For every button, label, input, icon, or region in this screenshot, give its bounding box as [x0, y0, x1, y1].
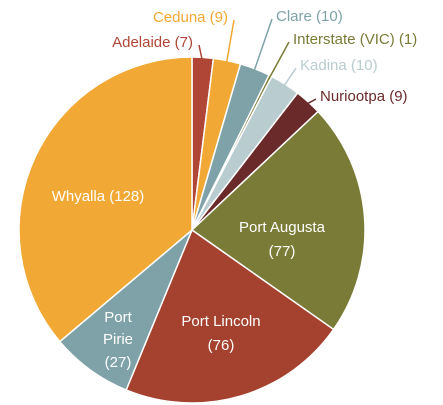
- slices: [18, 56, 366, 404]
- leader-line: [282, 67, 297, 88]
- label-part: (9): [206, 9, 229, 26]
- label-part: Port Augusta: [239, 219, 326, 236]
- label-part: Adelaide: [112, 34, 170, 51]
- label-part: Port Pirie: [103, 309, 133, 348]
- label-part: (76): [208, 337, 235, 354]
- leader-line: [305, 98, 317, 106]
- leader-line: [252, 18, 273, 73]
- pie-slice: [18, 56, 193, 343]
- label-part: (10): [347, 57, 378, 74]
- leader-line: [225, 19, 235, 65]
- slice-label: Port Augusta (77): [239, 219, 326, 260]
- slice-label: Whyalla (128): [52, 188, 145, 205]
- label-part: (27): [105, 354, 132, 371]
- slice-label: Port Pirie (27): [103, 309, 133, 371]
- slice-label: Kadina (10): [300, 57, 378, 74]
- label-part: (9): [385, 88, 408, 105]
- label-word: Port: [104, 309, 132, 326]
- slice-label: Clare (10): [276, 8, 343, 25]
- slice-label: Nuriootpa (9): [320, 88, 408, 105]
- label-part: (77): [269, 243, 296, 260]
- label-part: (1): [395, 31, 418, 48]
- pie-slice: [125, 228, 335, 404]
- label-part: (7): [171, 34, 194, 51]
- label-part: Whyalla: [52, 188, 106, 205]
- pie-slice: [190, 110, 366, 331]
- label-part: Nuriootpa: [320, 88, 386, 105]
- slice-label: Ceduna (9): [153, 9, 228, 26]
- label-part: Ceduna: [153, 9, 206, 26]
- slice-label: Adelaide (7): [112, 34, 193, 51]
- slice-label: Port Lincoln (76): [181, 313, 260, 354]
- leader-line: [267, 41, 290, 80]
- label-part: (128): [105, 188, 144, 205]
- label-word: Pirie: [103, 331, 133, 348]
- leader-line: [198, 44, 204, 62]
- label-part: Clare: [276, 8, 312, 25]
- label-part: Kadina: [300, 57, 347, 74]
- slice-label: Interstate (VIC) (1): [293, 31, 417, 48]
- label-part: Port Lincoln: [181, 313, 260, 330]
- label-part: Interstate (VIC): [293, 31, 395, 48]
- label-part: (10): [312, 8, 343, 25]
